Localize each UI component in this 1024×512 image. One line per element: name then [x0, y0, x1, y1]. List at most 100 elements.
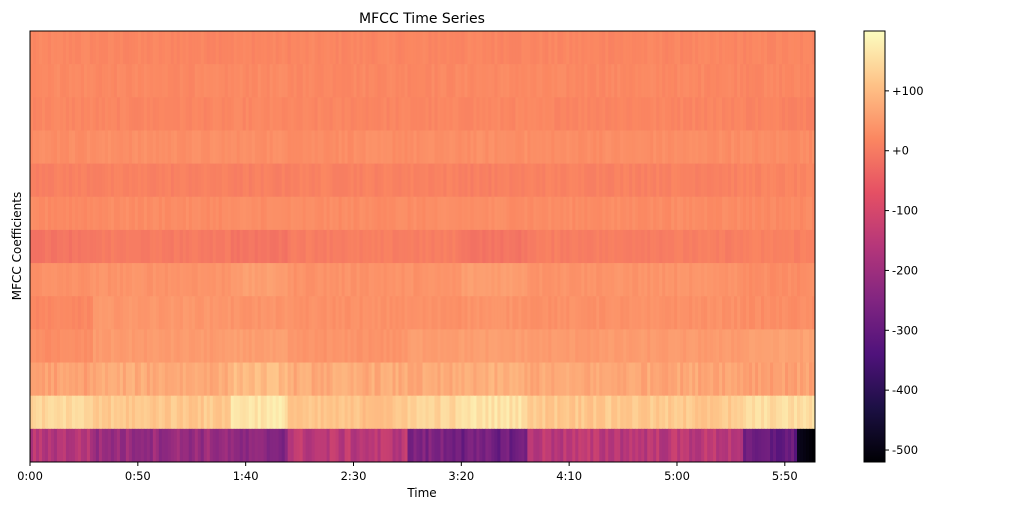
heatmap-cell	[131, 329, 136, 364]
heatmap-cell	[629, 97, 633, 132]
heatmap-cell	[767, 428, 771, 462]
heatmap-cell	[416, 329, 421, 364]
heatmap-cell	[299, 196, 304, 231]
heatmap-cell	[662, 362, 666, 397]
heatmap-cell	[542, 263, 546, 297]
heatmap-cell	[311, 329, 316, 364]
heatmap-cell	[206, 296, 211, 330]
heatmap-cell	[326, 263, 331, 297]
heatmap-cell	[683, 229, 687, 264]
heatmap-cell	[470, 395, 475, 430]
heatmap-cell	[305, 329, 310, 364]
heatmap-cell	[536, 329, 540, 364]
heatmap-cell	[122, 196, 127, 231]
heatmap-cell	[101, 329, 106, 364]
heatmap-cell	[533, 229, 537, 264]
heatmap-cell	[458, 428, 463, 462]
heatmap-cell	[359, 395, 364, 430]
heatmap-cell	[572, 362, 576, 397]
heatmap-cell	[293, 395, 298, 430]
heatmap-cell	[521, 428, 525, 462]
heatmap-cell	[728, 229, 732, 264]
heatmap-cell	[446, 196, 451, 231]
heatmap-cell	[734, 263, 738, 297]
heatmap-cell	[449, 163, 454, 198]
heatmap-cell	[692, 196, 696, 231]
heatmap-cell	[440, 263, 445, 297]
heatmap-cell	[107, 395, 112, 430]
heatmap-cell	[590, 31, 594, 65]
heatmap-cell	[278, 64, 283, 98]
heatmap-cell	[614, 362, 618, 397]
heatmap-cell	[224, 428, 229, 462]
heatmap-cell	[812, 31, 815, 65]
heatmap-cell	[707, 296, 711, 330]
heatmap-cell	[77, 428, 82, 462]
heatmap-cell	[713, 229, 717, 264]
heatmap-cell	[602, 97, 606, 132]
heatmap-cell	[299, 229, 304, 264]
heatmap-cell	[155, 296, 160, 330]
heatmap-cell	[410, 362, 415, 397]
heatmap-cell	[284, 31, 289, 65]
heatmap-cell	[479, 163, 484, 198]
heatmap-cell	[533, 263, 537, 297]
heatmap-cell	[41, 263, 46, 297]
heatmap-cell	[356, 428, 361, 462]
heatmap-cell	[779, 296, 783, 330]
heatmap-cell	[392, 31, 397, 65]
heatmap-cell	[617, 263, 621, 297]
heatmap-cell	[53, 229, 58, 264]
heatmap-cell	[92, 395, 97, 430]
heatmap-cell	[242, 64, 247, 98]
heatmap-cell	[107, 163, 112, 198]
heatmap-cell	[566, 428, 570, 462]
heatmap-cell	[50, 229, 55, 264]
heatmap-cell	[257, 64, 262, 98]
heatmap-cell	[350, 97, 355, 132]
heatmap-cell	[758, 31, 762, 65]
heatmap-cell	[332, 229, 337, 264]
heatmap-cell	[755, 428, 759, 462]
heatmap-cell	[53, 97, 58, 132]
heatmap-cell	[320, 395, 325, 430]
heatmap-cell	[38, 196, 43, 231]
heatmap-cell	[473, 263, 478, 297]
heatmap-cell	[686, 97, 690, 132]
heatmap-cell	[209, 64, 214, 98]
heatmap-cell	[524, 296, 528, 330]
heatmap-cell	[764, 97, 768, 132]
heatmap-cell	[122, 329, 127, 364]
heatmap-cell	[668, 130, 672, 165]
heatmap-cell	[416, 163, 421, 198]
heatmap-cell	[605, 263, 609, 297]
heatmap-cell	[659, 395, 663, 430]
heatmap-cell	[104, 395, 109, 430]
heatmap-cell	[581, 362, 585, 397]
heatmap-cell	[605, 196, 609, 231]
heatmap-cell	[629, 64, 633, 98]
heatmap-cell	[74, 329, 79, 364]
heatmap-cell	[419, 362, 424, 397]
heatmap-cell	[314, 97, 319, 132]
heatmap-cell	[434, 130, 439, 165]
heatmap-cell	[620, 263, 624, 297]
heatmap-cell	[224, 263, 229, 297]
heatmap-cell	[626, 97, 630, 132]
heatmap-cell	[767, 130, 771, 165]
heatmap-cell	[548, 296, 552, 330]
heatmap-cell	[776, 428, 780, 462]
heatmap-cell	[467, 196, 472, 231]
heatmap-cell	[587, 64, 591, 98]
heatmap-cell	[215, 64, 220, 98]
heatmap-cell	[422, 130, 427, 165]
heatmap-cell	[659, 362, 663, 397]
heatmap-cell	[305, 395, 310, 430]
heatmap-cell	[443, 296, 448, 330]
heatmap-cell	[209, 296, 214, 330]
heatmap-cell	[215, 130, 220, 165]
heatmap-cell	[509, 362, 513, 397]
heatmap-cell	[137, 329, 142, 364]
heatmap-cell	[269, 64, 274, 98]
heatmap-cell	[101, 229, 106, 264]
